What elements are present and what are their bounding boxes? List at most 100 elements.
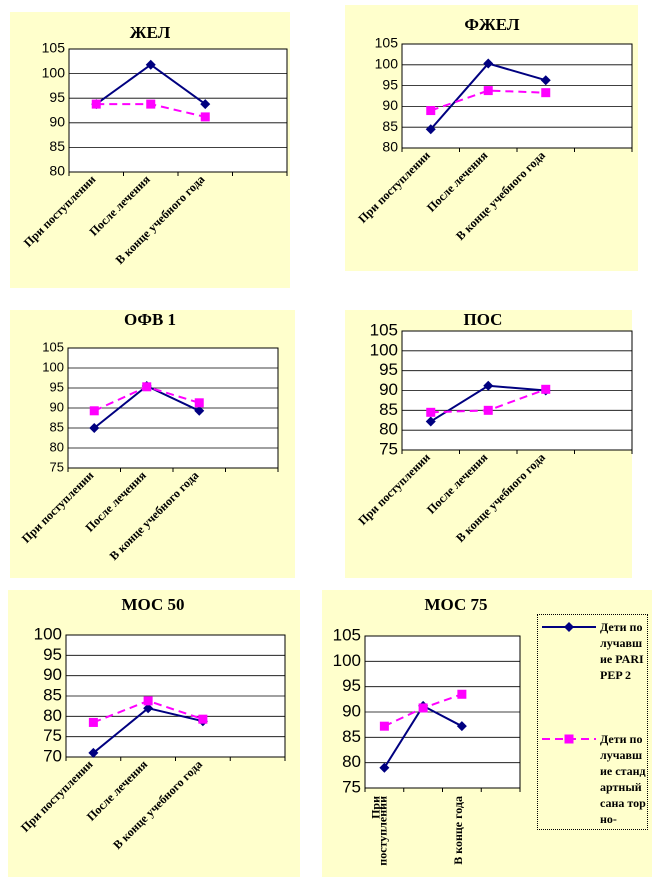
legend: Дети получавшие PARI PEP 2 Дети получавши… bbox=[537, 614, 648, 830]
y-tick-label: 90 bbox=[342, 701, 361, 720]
y-tick-label: 95 bbox=[382, 76, 398, 92]
y-tick-label: 100 bbox=[370, 340, 398, 359]
point bbox=[198, 714, 208, 724]
series-line bbox=[430, 89, 546, 112]
y-tick-label: 90 bbox=[50, 399, 64, 414]
y-tick-label: 100 bbox=[34, 624, 62, 643]
point bbox=[541, 88, 551, 98]
point bbox=[541, 384, 551, 394]
chart-title: ОФВ 1 bbox=[124, 310, 176, 329]
y-tick-label: 75 bbox=[43, 726, 62, 745]
point bbox=[379, 762, 390, 773]
legend-marker bbox=[564, 734, 574, 744]
y-tick-label: 105 bbox=[42, 339, 64, 354]
point bbox=[483, 380, 494, 391]
point bbox=[457, 689, 467, 699]
point bbox=[483, 58, 494, 69]
y-tick-label: 100 bbox=[42, 359, 64, 374]
x-tick-label-line: поступлении bbox=[375, 796, 389, 866]
y-tick-label: 105 bbox=[375, 35, 399, 51]
y-tick-label: 100 bbox=[375, 56, 399, 72]
point bbox=[143, 696, 153, 706]
y-tick-label: 70 bbox=[43, 746, 62, 765]
point bbox=[426, 106, 436, 116]
y-tick-label: 80 bbox=[43, 706, 62, 725]
y-tick-label: 100 bbox=[333, 651, 361, 670]
y-tick-label: 95 bbox=[50, 379, 64, 394]
legend-item: Дети получавшие PARI PEP 2 bbox=[538, 619, 648, 719]
x-tick-label: Припоступлении bbox=[369, 796, 390, 866]
y-tick-label: 95 bbox=[49, 89, 65, 105]
point bbox=[483, 86, 493, 96]
y-tick-label: 90 bbox=[382, 97, 398, 113]
x-tick-label-line: При bbox=[369, 796, 383, 819]
y-tick-label: 100 bbox=[42, 64, 66, 80]
legend-label: Дети получавшие стандартный сана торно- bbox=[600, 732, 646, 826]
legend-swatch bbox=[542, 622, 596, 632]
plot-area bbox=[401, 43, 633, 149]
y-tick-label: 95 bbox=[379, 360, 398, 379]
chart-title: МОС 75 bbox=[424, 595, 487, 614]
chart-title: ПОС bbox=[464, 310, 503, 329]
point bbox=[194, 398, 204, 408]
point bbox=[89, 406, 99, 416]
y-tick-label: 75 bbox=[50, 459, 64, 474]
y-tick-label: 85 bbox=[50, 419, 64, 434]
point bbox=[426, 407, 436, 417]
y-tick-label: 85 bbox=[43, 685, 62, 704]
y-tick-label: 85 bbox=[49, 138, 65, 154]
chart-title: МОС 50 bbox=[121, 595, 184, 614]
point bbox=[379, 721, 389, 731]
legend-item: Дети получавшие стандартный сана торно- bbox=[538, 731, 648, 831]
y-tick-label: 80 bbox=[382, 139, 398, 155]
y-tick-label: 90 bbox=[43, 665, 62, 684]
point bbox=[146, 99, 156, 109]
y-tick-label: 90 bbox=[49, 114, 65, 130]
point bbox=[483, 405, 493, 415]
point bbox=[88, 747, 99, 758]
legend-swatch bbox=[542, 734, 596, 744]
chart-title: ЖЕЛ bbox=[130, 23, 171, 42]
point bbox=[418, 703, 428, 713]
y-tick-label: 95 bbox=[43, 645, 62, 664]
y-tick-label: 85 bbox=[342, 727, 361, 746]
point bbox=[200, 112, 210, 122]
point bbox=[540, 75, 551, 86]
point bbox=[456, 721, 467, 732]
chart-title: ФЖЕЛ bbox=[464, 15, 520, 34]
point bbox=[200, 99, 211, 110]
y-tick-label: 85 bbox=[382, 118, 398, 134]
chart: МОС 75 75 80 85 90 95 100 105 Припоступлении В ко… bbox=[322, 590, 652, 877]
point bbox=[145, 59, 156, 70]
y-tick-label: 75 bbox=[342, 777, 361, 796]
x-tick-label: В конце года bbox=[451, 796, 465, 865]
point bbox=[88, 717, 98, 727]
y-tick-label: 80 bbox=[379, 420, 398, 439]
point bbox=[142, 382, 152, 392]
legend-marker bbox=[564, 622, 574, 632]
y-tick-label: 80 bbox=[49, 163, 65, 179]
y-tick-label: 105 bbox=[333, 625, 361, 644]
point bbox=[89, 423, 100, 433]
legend-label: Дети получавшие PARI PEP 2 bbox=[600, 620, 644, 682]
y-tick-label: 80 bbox=[342, 752, 361, 771]
y-tick-label: 85 bbox=[379, 400, 398, 419]
y-tick-label: 105 bbox=[370, 320, 398, 339]
y-tick-label: 75 bbox=[379, 439, 398, 458]
y-tick-label: 105 bbox=[42, 40, 66, 56]
point bbox=[425, 416, 436, 427]
y-tick-label: 90 bbox=[379, 380, 398, 399]
point bbox=[91, 99, 101, 109]
point bbox=[143, 703, 154, 714]
y-tick-label: 80 bbox=[50, 439, 64, 454]
point bbox=[194, 405, 205, 416]
point bbox=[425, 124, 436, 135]
y-tick-label: 95 bbox=[342, 676, 361, 695]
